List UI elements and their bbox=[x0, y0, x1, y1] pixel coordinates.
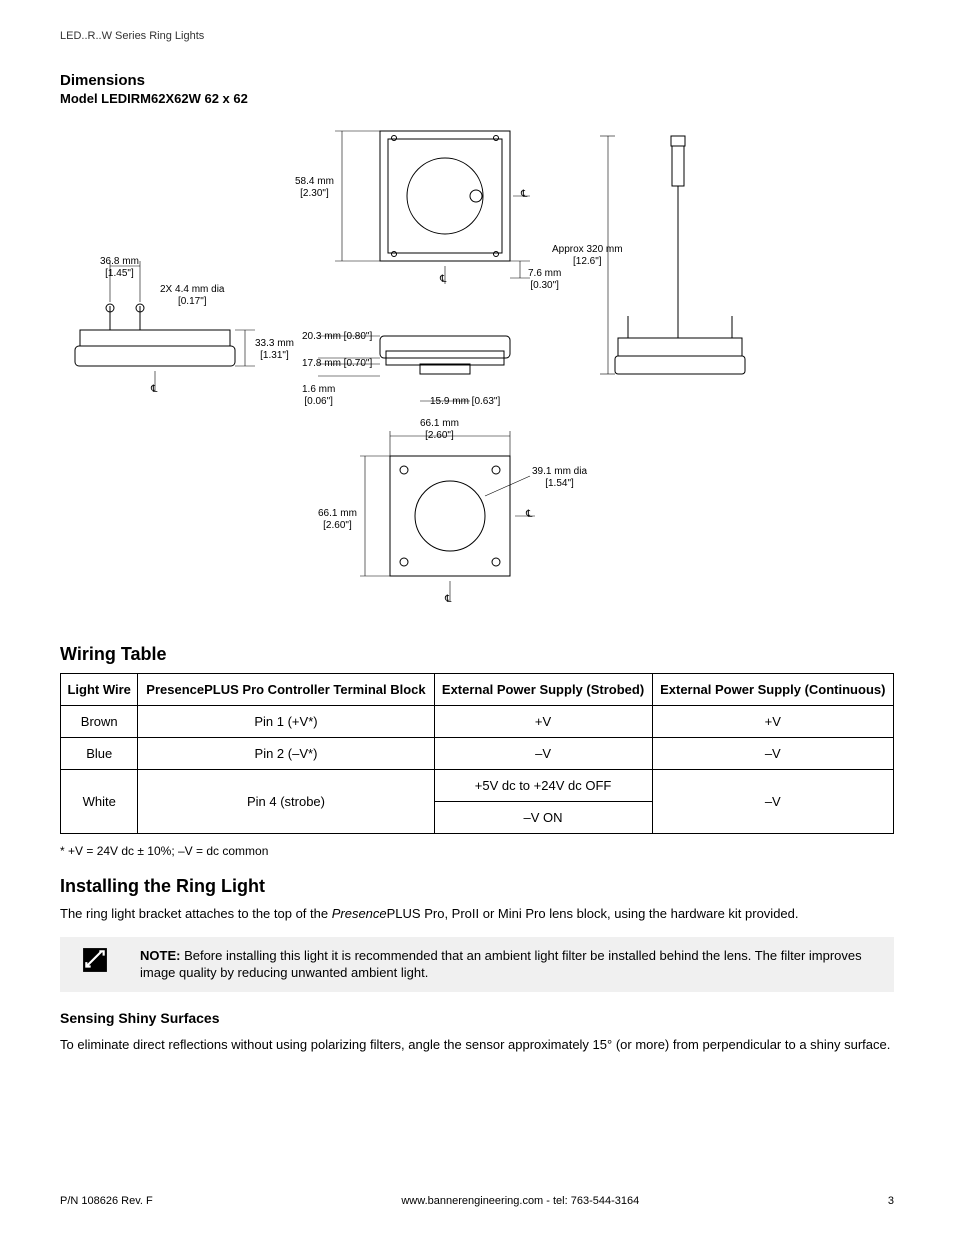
install-title: Installing the Ring Light bbox=[60, 876, 894, 897]
page-footer: P/N 108626 Rev. F www.bannerengineering.… bbox=[60, 1195, 894, 1207]
dimensions-title: Dimensions bbox=[60, 72, 894, 89]
page-header: LED..R..W Series Ring Lights bbox=[60, 30, 894, 42]
dim-7-6: 7.6 mm[0.30"] bbox=[528, 268, 561, 291]
dimensions-model: Model LEDIRM62X62W 62 x 62 bbox=[60, 91, 894, 106]
table-row: White Pin 4 (strobe) +5V dc to +24V dc O… bbox=[61, 770, 894, 802]
dim-39-1: 39.1 mm dia[1.54"] bbox=[532, 466, 587, 489]
dim-1-6: 1.6 mm[0.06"] bbox=[302, 384, 335, 407]
install-text-post: PLUS Pro, ProII or Mini Pro lens block, … bbox=[387, 906, 799, 921]
dim-58-4: 58.4 mm[2.30"] bbox=[295, 176, 334, 199]
sensing-text: To eliminate direct reflections without … bbox=[60, 1036, 894, 1054]
terminal-pin4: Pin 4 (strobe) bbox=[138, 770, 434, 834]
dimensions-diagram: 36.8 mm[1.45"] 2X 4.4 mm dia[0.17"] 33.3… bbox=[60, 116, 894, 626]
dim-17-8: 17.8 mm [0.70"] bbox=[302, 358, 372, 370]
sensing-title: Sensing Shiny Surfaces bbox=[60, 1010, 894, 1026]
dim-66-1-top: 66.1 mm[2.60"] bbox=[420, 418, 459, 441]
cont-0: +V bbox=[652, 706, 893, 738]
note-box: NOTE: Before installing this light it is… bbox=[60, 937, 894, 992]
wiring-col-2: External Power Supply (Strobed) bbox=[434, 674, 652, 706]
terminal-pin1: Pin 1 (+V*) bbox=[138, 706, 434, 738]
wiring-col-1: PresencePLUS Pro Controller Terminal Blo… bbox=[138, 674, 434, 706]
install-text-em: Presence bbox=[332, 906, 387, 921]
wiring-col-0: Light Wire bbox=[61, 674, 138, 706]
wiring-table: Light Wire PresencePLUS Pro Controller T… bbox=[60, 673, 894, 834]
footer-right: 3 bbox=[888, 1195, 894, 1207]
note-label: NOTE: bbox=[140, 948, 180, 963]
strobed-on: –V ON bbox=[434, 802, 652, 834]
install-text: The ring light bracket attaches to the t… bbox=[60, 905, 894, 923]
dim-33-3: 33.3 mm[1.31"] bbox=[255, 338, 294, 361]
terminal-pin2: Pin 2 (–V*) bbox=[138, 738, 434, 770]
wire-white: White bbox=[61, 770, 138, 834]
strobed-off: +5V dc to +24V dc OFF bbox=[434, 770, 652, 802]
install-text-pre: The ring light bracket attaches to the t… bbox=[60, 906, 332, 921]
wiring-footnote: * +V = 24V dc ± 10%; –V = dc common bbox=[60, 844, 894, 858]
cont-1: –V bbox=[652, 738, 893, 770]
wiring-col-3: External Power Supply (Continuous) bbox=[652, 674, 893, 706]
dim-66-1-left: 66.1 mm[2.60"] bbox=[318, 508, 357, 531]
wire-blue: Blue bbox=[61, 738, 138, 770]
dim-20-3: 20.3 mm [0.80"] bbox=[302, 331, 372, 343]
footer-center: www.bannerengineering.com - tel: 763-544… bbox=[401, 1195, 639, 1207]
strobed-1: –V bbox=[434, 738, 652, 770]
note-icon bbox=[82, 947, 108, 973]
table-row: Blue Pin 2 (–V*) –V –V bbox=[61, 738, 894, 770]
cont-white: –V bbox=[652, 770, 893, 834]
footer-left: P/N 108626 Rev. F bbox=[60, 1195, 153, 1207]
strobed-0: +V bbox=[434, 706, 652, 738]
wiring-table-title: Wiring Table bbox=[60, 644, 894, 665]
dim-15-9: 15.9 mm [0.63"] bbox=[430, 396, 500, 408]
dim-approx320: Approx 320 mm[12.6"] bbox=[552, 244, 623, 267]
dim-2x44: 2X 4.4 mm dia[0.17"] bbox=[160, 284, 224, 307]
table-row: Brown Pin 1 (+V*) +V +V bbox=[61, 706, 894, 738]
note-text: Before installing this light it is recom… bbox=[140, 948, 862, 981]
wire-brown: Brown bbox=[61, 706, 138, 738]
dim-36-8: 36.8 mm[1.45"] bbox=[100, 256, 139, 279]
